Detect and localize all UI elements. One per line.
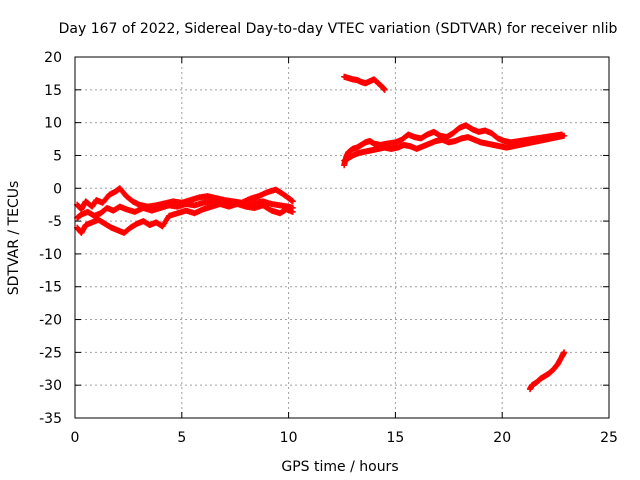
x-tick-label: 15 — [386, 430, 404, 446]
grid-lines — [75, 57, 609, 418]
data-points — [74, 73, 568, 393]
x-axis-label: GPS time / hours — [281, 459, 398, 475]
x-tick-label: 10 — [280, 430, 298, 446]
data-point — [561, 349, 568, 356]
y-tick-label: -20 — [39, 313, 62, 329]
data-point — [289, 198, 296, 205]
y-axis-label: SDTVAR / TECUs — [6, 181, 22, 296]
y-tick-label: -25 — [39, 345, 62, 361]
y-tick-label: 20 — [44, 50, 62, 66]
y-tick-label: 15 — [44, 83, 62, 99]
y-tick-label: 10 — [44, 116, 62, 132]
plot-frame — [74, 56, 610, 419]
x-tick-label: 25 — [600, 430, 618, 446]
y-tick-label: -15 — [39, 280, 62, 296]
y-tick-label: -35 — [39, 411, 62, 427]
axis-ticks: 0 5 10 15 20 25 20 15 10 5 0 -5 -10 -15 -20 -25 -30 -35 — [39, 50, 618, 446]
y-tick-label: -30 — [39, 378, 62, 394]
chart-title: Day 167 of 2022, Sidereal Day-to-day VTE… — [59, 21, 618, 37]
y-tick-label: -5 — [48, 214, 62, 230]
data-point — [289, 208, 296, 215]
y-tick-label: -10 — [39, 247, 62, 263]
y-tick-label: 5 — [53, 148, 62, 164]
data-point — [381, 86, 388, 93]
x-tick-label: 20 — [493, 430, 511, 446]
x-tick-label: 0 — [71, 430, 80, 446]
data-point — [561, 132, 568, 139]
y-tick-label: 0 — [53, 181, 62, 197]
x-tick-label: 5 — [177, 430, 186, 446]
